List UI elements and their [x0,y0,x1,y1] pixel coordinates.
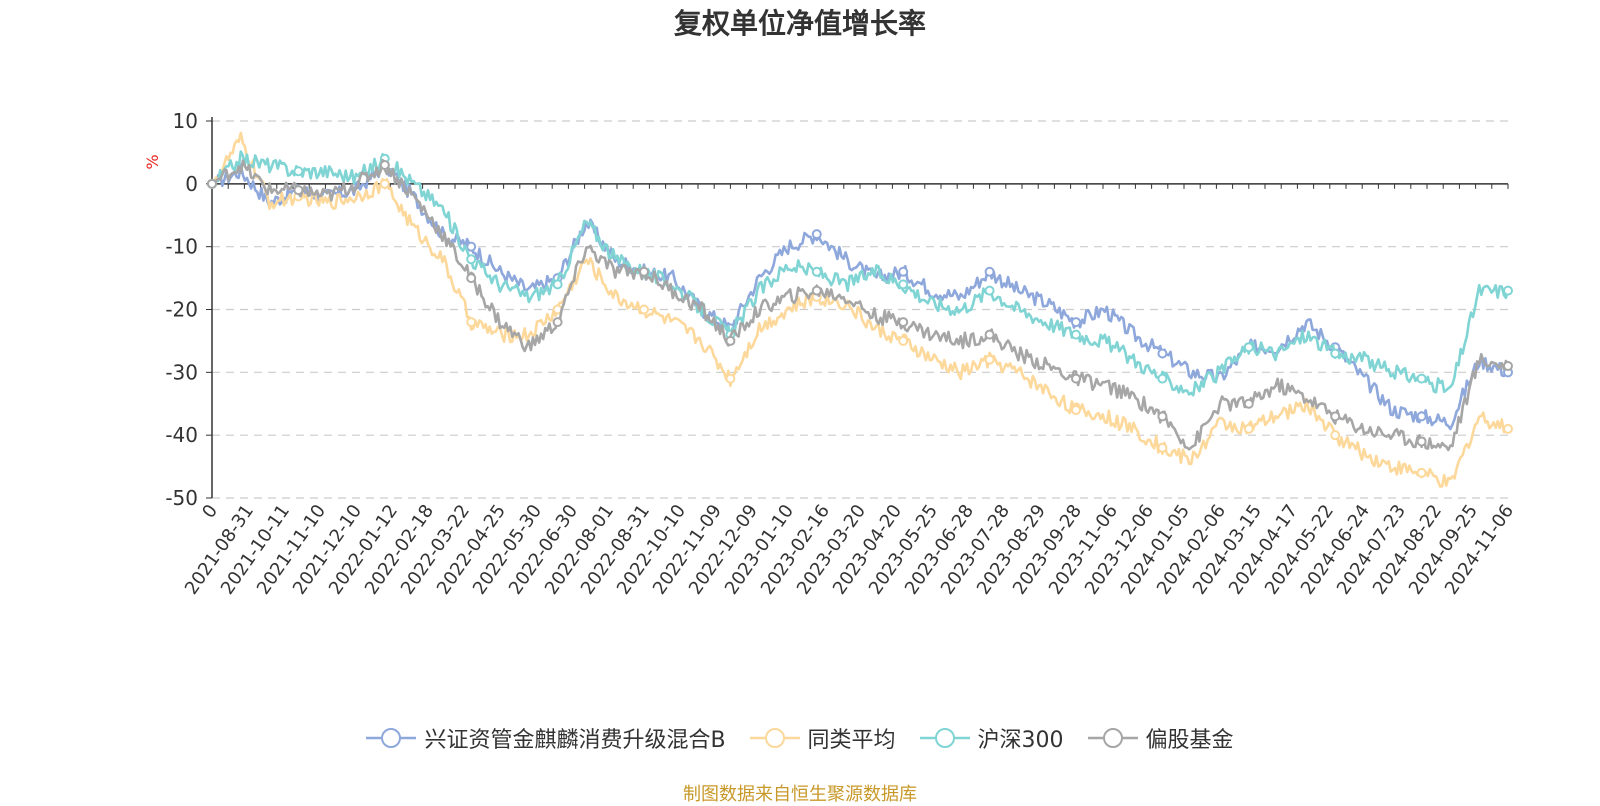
legend-item[interactable]: 沪深300 [919,722,1064,754]
series-point [1157,411,1168,422]
series-point [1503,285,1513,296]
legend: 兴证资管金麒麟消费升级混合B 同类平均 沪深300 偏股基金 [0,722,1600,754]
series-point [639,266,649,277]
series-point [811,229,822,240]
legend-label: 兴证资管金麒麟消费升级混合B [424,728,726,753]
legend-item[interactable]: 同类平均 [749,722,896,754]
series-point [379,159,390,170]
series-point [1157,373,1168,384]
series-point [725,335,736,346]
series-point [1243,342,1254,353]
series-point [898,279,909,290]
series-line [210,131,1510,488]
series-point [1243,423,1254,434]
series-point [466,317,477,328]
series-3 [207,158,1513,452]
legend-label: 同类平均 [807,728,896,753]
series-point [1503,361,1513,372]
source-note: 制图数据来自恒生聚源数据库 [683,784,917,805]
series-point [1330,348,1341,359]
series-point [466,273,477,284]
series-point [1330,430,1341,441]
legend-marker-icon [1087,728,1138,748]
legend-label: 沪深300 [977,728,1064,753]
y-tick-label: -30 [165,360,198,384]
series-line [211,158,1510,452]
series-point [466,254,477,265]
series-point [1416,436,1427,447]
series-2 [207,150,1513,397]
series-point [293,166,304,177]
series-point [725,373,736,384]
series-point [984,354,995,365]
series-point [811,266,822,277]
series-point [898,266,909,277]
series-point [466,241,477,252]
legend-label: 偏股基金 [1145,728,1234,753]
series-point [984,266,995,277]
legend-marker-icon [749,728,800,748]
series-point [898,335,909,346]
series-point [984,285,995,296]
legend-item[interactable]: 偏股基金 [1087,722,1234,754]
series-point [1330,411,1341,422]
series-point [1503,423,1513,434]
series-line [211,150,1510,397]
series-point [1416,373,1427,384]
y-tick-label: -40 [165,423,198,447]
legend-marker-icon [919,728,970,748]
series-point [552,317,563,328]
series-point [639,304,649,315]
series-point [1071,373,1081,384]
series-layer [207,131,1513,488]
x-tick-label: 0 [198,501,222,522]
series-point [1157,348,1168,359]
y-tick-label: -50 [165,486,198,510]
y-tick-label: 10 [173,109,198,133]
series-point [1416,467,1427,478]
chart-title: 复权单位净值增长率 [673,7,926,40]
legend-item[interactable]: 兴证资管金麒麟消费升级混合B [366,722,726,754]
series-point [379,178,390,189]
legend-marker-icon [366,728,417,748]
y-axis-unit: % [143,154,162,169]
y-tick-label: -20 [165,298,198,322]
series-0 [207,158,1513,431]
series-point [1071,329,1081,340]
series-point [293,185,304,196]
series-point [984,329,995,340]
y-tick-label: 0 [185,172,198,196]
series-point [1243,398,1254,409]
series-point [1071,405,1081,416]
series-point [1157,442,1168,453]
series-point [1071,317,1081,328]
y-tick-label: -10 [165,235,198,259]
series-point [552,279,563,290]
series-point [207,178,217,189]
series-point [898,317,909,328]
series-point [811,285,822,296]
series-line [211,158,1509,431]
series-point [1416,411,1427,422]
